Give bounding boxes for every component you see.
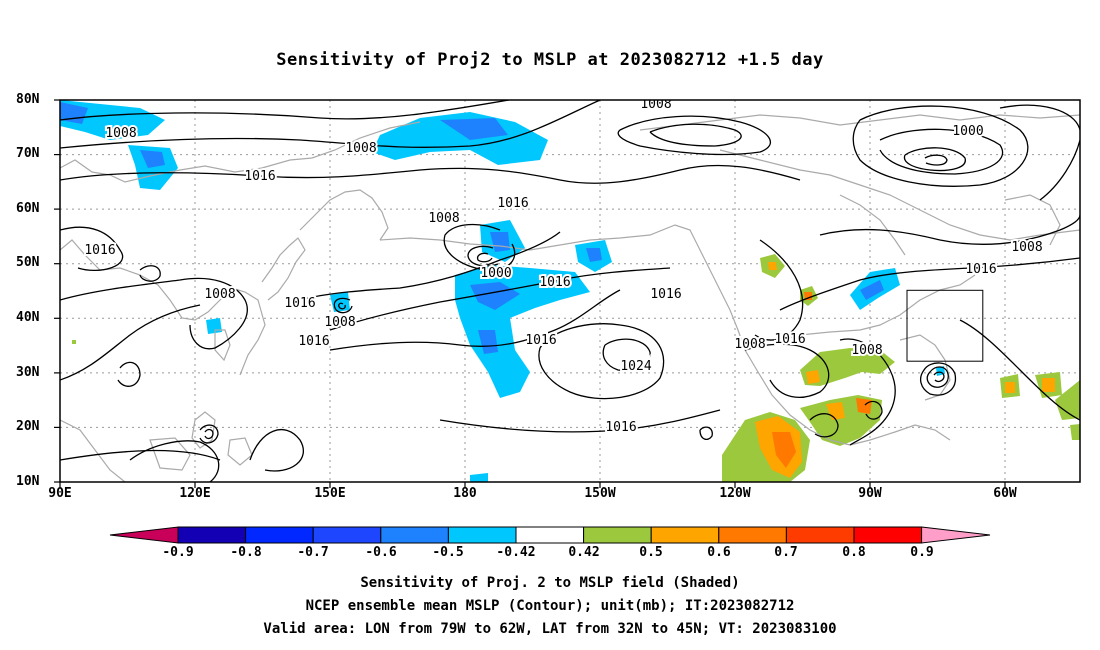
contour-label: 1008 xyxy=(1011,240,1042,255)
colorbar-bin xyxy=(447,526,517,544)
colorbar-bin xyxy=(650,526,720,544)
lon-label: 60W xyxy=(993,486,1017,501)
lat-label: 30N xyxy=(16,365,40,380)
lon-label: 120W xyxy=(719,486,751,501)
contour-label: 1016 xyxy=(605,420,636,435)
positive-sensitivity-shading xyxy=(72,254,1080,482)
contour-label: 1008 xyxy=(851,343,882,358)
colorbar-tick-label: -0.9 xyxy=(162,545,194,560)
lon-label: 180 xyxy=(453,486,477,501)
colorbar-bin xyxy=(853,526,923,544)
colorbar-bin xyxy=(515,526,585,544)
contour-label: 1008 xyxy=(640,97,671,112)
colorbar-tick-label: 0.7 xyxy=(774,545,798,560)
map-frame xyxy=(59,99,1081,483)
contour-label: 1024 xyxy=(620,359,651,374)
colorbar-tick-label: 0.8 xyxy=(842,545,866,560)
contour-label: 1008 xyxy=(428,211,459,226)
lat-label: 40N xyxy=(16,310,40,325)
contour-label: 1008 xyxy=(345,141,376,156)
chart-title: Sensitivity of Proj2 to MSLP at 20230827… xyxy=(276,50,824,70)
contour-label: 1000 xyxy=(480,266,511,281)
grid-lines xyxy=(60,100,1080,482)
colorbar-tick-label: 0.5 xyxy=(639,545,663,560)
contour-label: 1008 xyxy=(734,337,765,352)
lon-label: 150E xyxy=(314,486,346,501)
lat-label: 50N xyxy=(16,255,40,270)
contour-label: 1016 xyxy=(497,196,528,211)
caption-line-1: Sensitivity of Proj. 2 to MSLP field (Sh… xyxy=(360,575,740,591)
lon-label: 150W xyxy=(584,486,616,501)
contour-label: 1016 xyxy=(244,169,275,184)
colorbar-tick-label: -0.6 xyxy=(365,545,397,560)
contour-label: 1016 xyxy=(539,275,570,290)
contour-labels: 1008 1008 1008 1016 1016 1008 1016 1000 … xyxy=(82,97,1044,437)
colorbar-under-triangle xyxy=(109,526,179,544)
contour-label: 1008 xyxy=(204,287,235,302)
lat-label: 60N xyxy=(16,201,40,216)
colorbar-tick-label: -0.42 xyxy=(496,545,536,560)
colorbar-bin xyxy=(380,526,449,544)
contour-label: 1016 xyxy=(965,262,996,277)
contour-label: 1016 xyxy=(650,287,681,302)
lat-label: 20N xyxy=(16,419,40,434)
colorbar-bin xyxy=(245,526,314,544)
lon-label: 90W xyxy=(858,486,882,501)
caption-line-2: NCEP ensemble mean MSLP (Contour); unit(… xyxy=(305,598,795,614)
contour-label: 1016 xyxy=(84,243,115,258)
colorbar-tick-label: -0.7 xyxy=(297,545,329,560)
caption-line-3: Valid area: LON from 79W to 62W, LAT fro… xyxy=(263,621,837,637)
colorbar-tick-label: -0.8 xyxy=(230,545,262,560)
colorbar-tick-label: 0.42 xyxy=(568,545,600,560)
colorbar-tick-label: -0.5 xyxy=(432,545,464,560)
contour-label: 1016 xyxy=(525,333,556,348)
colorbar-over-triangle xyxy=(921,526,991,544)
lon-label: 90E xyxy=(48,486,72,501)
colorbar xyxy=(109,526,991,544)
contour-label: 1000 xyxy=(952,124,983,139)
colorbar-bin xyxy=(718,526,787,544)
colorbar-bin xyxy=(177,526,247,544)
colorbar-tick-label: 0.9 xyxy=(910,545,934,560)
mslp-contours xyxy=(60,100,1080,482)
contour-label: 1016 xyxy=(298,334,329,349)
contour-label: 1008 xyxy=(324,315,355,330)
contour-label: 1016 xyxy=(774,332,805,347)
colorbar-bin xyxy=(312,526,382,544)
lat-label: 70N xyxy=(16,146,40,161)
contour-label: 1016 xyxy=(284,296,315,311)
valid-area-box xyxy=(906,289,984,362)
lon-label: 120E xyxy=(179,486,211,501)
contour-label: 1008 xyxy=(105,126,136,141)
axis-ticks xyxy=(54,99,1006,488)
colorbar-tick-label: 0.6 xyxy=(707,545,731,560)
lat-label: 10N xyxy=(16,474,40,489)
lat-label: 80N xyxy=(16,92,40,107)
colorbar-bin xyxy=(785,526,855,544)
colorbar-bin xyxy=(583,526,652,544)
